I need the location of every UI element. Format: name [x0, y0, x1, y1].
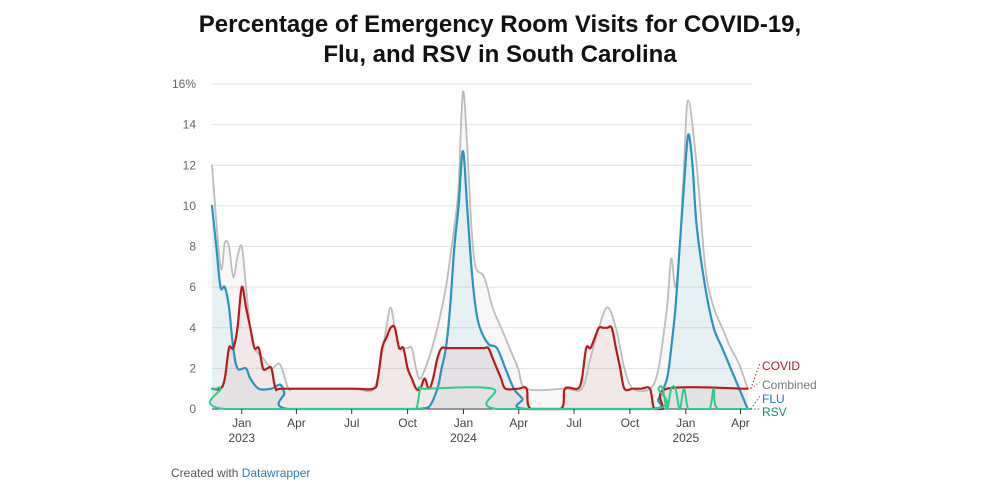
y-axis: 0 2 4 6 8 10 12 14 16%: [172, 77, 196, 416]
x-tick-label-2: Jul: [344, 416, 359, 430]
end-label-flu: FLU: [762, 392, 785, 406]
y-tick-label-12: 12: [183, 158, 197, 172]
end-label-combined: Combined: [762, 378, 817, 392]
x-tick-label-5: Apr: [509, 416, 528, 430]
y-tick-label-16: 16%: [172, 77, 196, 91]
footer-prefix: Created with: [171, 466, 242, 480]
grid-lines: [212, 83, 752, 410]
x-tick-label-8: Jan: [676, 416, 695, 430]
line-rsv: [209, 385, 749, 411]
area-covid: [212, 286, 748, 409]
series-lines: [209, 90, 749, 411]
y-tick-label-2: 2: [189, 361, 196, 375]
line-combined: [211, 90, 749, 393]
end-label-rsv: RSV: [762, 405, 787, 419]
x-tick-label-7: Oct: [621, 416, 640, 430]
line-flu: [210, 133, 749, 411]
x-tick-label-6: Jul: [566, 416, 581, 430]
y-tick-label-6: 6: [189, 280, 196, 294]
label-leader-flu: [750, 395, 761, 410]
x-tick-label-3: Oct: [398, 416, 417, 430]
chart-title: Percentage of Emergency Room Visits for …: [0, 10, 1000, 70]
y-tick-label-4: 4: [189, 321, 196, 335]
y-tick-label-0: 0: [189, 402, 196, 416]
x-tick-label-0: Jan: [232, 416, 251, 430]
end-label-covid: COVID: [762, 359, 800, 373]
x-year-label-2023: 2023: [228, 431, 255, 445]
area-combined: [212, 91, 748, 409]
x-year-label-2025: 2025: [672, 431, 699, 445]
chart-title-line-1: Percentage of Emergency Room Visits for …: [198, 11, 802, 38]
x-tick-label-1: Apr: [287, 416, 306, 430]
chart-title-line-2: Flu, and RSV in South Carolina: [323, 41, 677, 68]
footer-credit: Created with Datawrapper: [171, 466, 310, 480]
label-leader-covid: [750, 362, 761, 389]
area-flu: [212, 134, 748, 410]
x-year-label-2024: 2024: [450, 431, 477, 445]
x-tick-label-4: Jan: [454, 416, 473, 430]
line-covid: [210, 285, 749, 411]
series-areas: [212, 91, 748, 410]
x-tick-label-9: Apr: [731, 416, 750, 430]
y-tick-label-8: 8: [189, 240, 196, 254]
y-tick-label-14: 14: [183, 118, 197, 132]
datawrapper-link[interactable]: Datawrapper: [241, 466, 311, 480]
y-tick-label-10: 10: [183, 199, 197, 213]
